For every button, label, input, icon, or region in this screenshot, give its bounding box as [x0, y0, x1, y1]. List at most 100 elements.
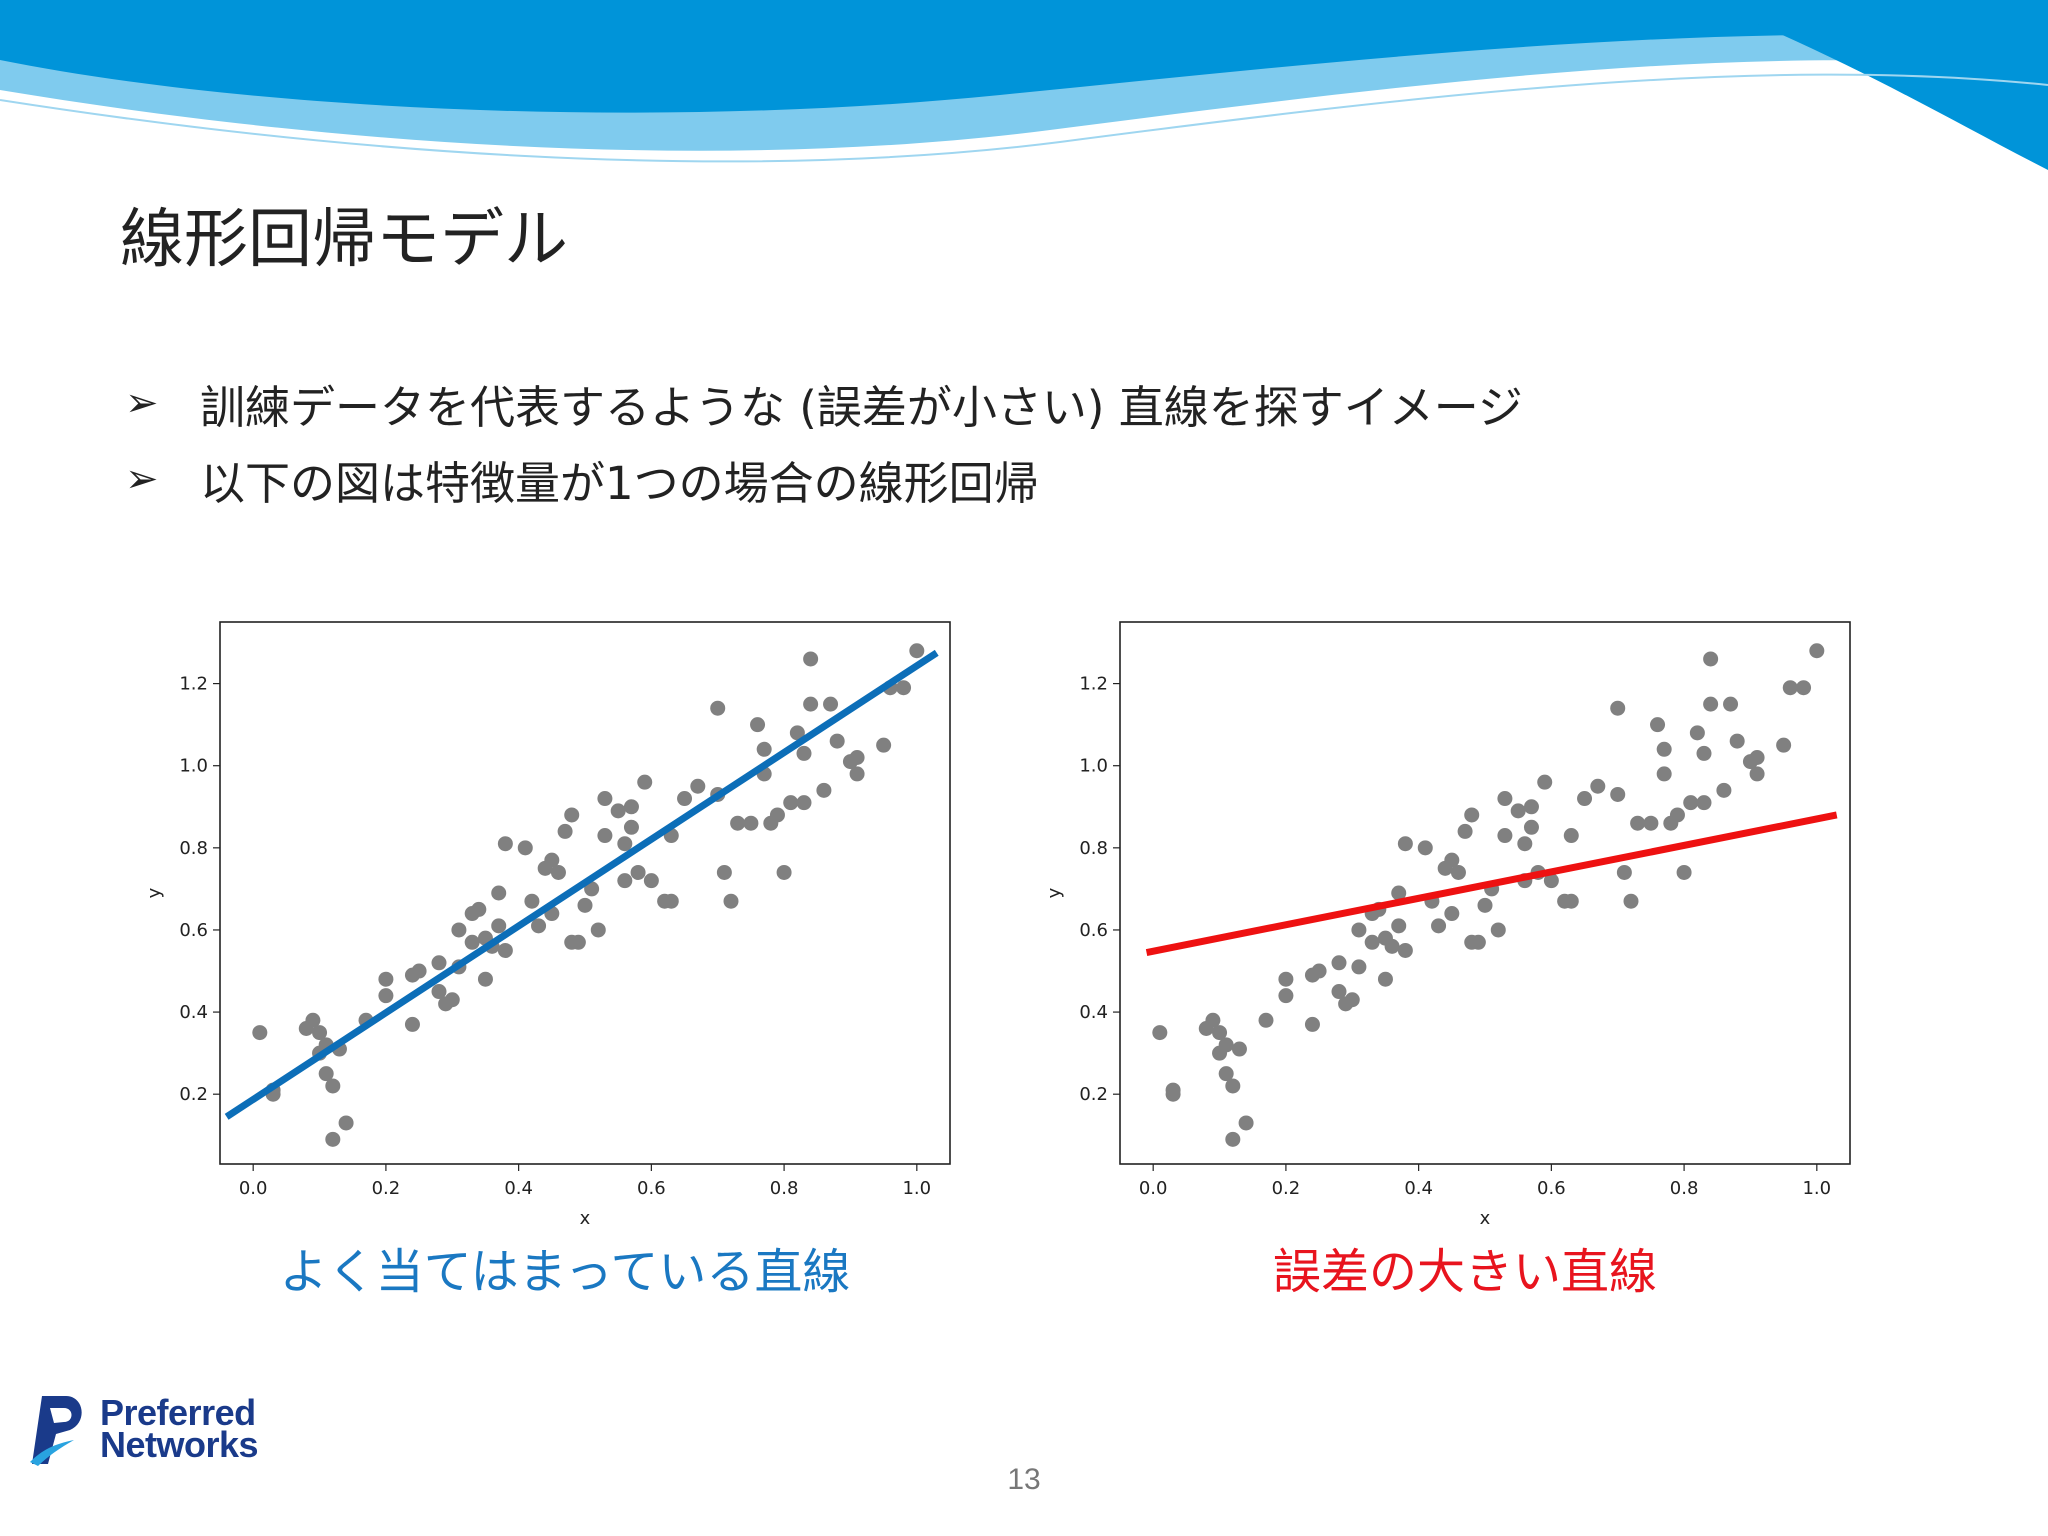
- data-point: [1696, 795, 1712, 811]
- data-point: [491, 885, 507, 901]
- data-point: [1563, 893, 1579, 909]
- data-point: [710, 700, 726, 716]
- x-tick-label: 1.0: [1802, 1178, 1831, 1199]
- data-point: [1610, 700, 1626, 716]
- data-point: [378, 971, 394, 987]
- data-point: [544, 852, 560, 868]
- data-point: [584, 881, 600, 897]
- bullet-arrow-icon: ➢: [125, 380, 159, 426]
- data-point: [1351, 959, 1367, 975]
- data-point: [1517, 836, 1533, 852]
- data-point: [1152, 1025, 1168, 1041]
- data-point: [1304, 1016, 1320, 1032]
- bullet-item: ➢ 以下の図は特徴量が1つの場合の線形回帰: [125, 441, 1523, 517]
- data-point: [643, 873, 659, 889]
- bullet-arrow-icon: ➢: [125, 456, 159, 502]
- data-point: [597, 828, 613, 844]
- data-point: [1610, 786, 1626, 802]
- data-point: [849, 750, 865, 765]
- data-point: [378, 988, 394, 1004]
- data-point: [1643, 815, 1659, 831]
- data-point: [557, 823, 573, 839]
- data-point: [1218, 1066, 1234, 1082]
- data-point: [1331, 984, 1347, 1000]
- data-point: [590, 922, 606, 938]
- x-tick-label: 0.4: [504, 1178, 533, 1199]
- wave-dark-band: [0, 0, 2048, 113]
- data-point: [491, 918, 507, 934]
- data-point: [318, 1066, 334, 1082]
- data-point: [1391, 918, 1407, 934]
- x-tick-label: 0.2: [372, 1178, 401, 1199]
- data-point: [1623, 893, 1639, 909]
- data-point: [803, 696, 819, 712]
- x-tick-label: 0.0: [239, 1178, 268, 1199]
- data-point: [524, 893, 540, 909]
- data-point: [783, 795, 799, 811]
- data-point: [1165, 1086, 1181, 1102]
- data-point: [876, 737, 892, 753]
- data-point: [338, 1115, 354, 1131]
- data-point: [325, 1131, 341, 1147]
- data-point: [1650, 717, 1666, 733]
- data-point: [610, 803, 626, 819]
- data-point: [1656, 766, 1672, 782]
- data-point: [1523, 799, 1539, 815]
- page-number: 13: [1007, 1463, 1041, 1496]
- regression-line: [224, 649, 939, 1120]
- data-point: [1331, 955, 1347, 971]
- bullet-text: 訓練データを代表するような (誤差が小さい) 直線を探すイメージ: [200, 380, 1523, 434]
- data-point: [1683, 795, 1699, 811]
- data-point: [1450, 864, 1466, 880]
- chart-good-fit: 0.0 0.2 0.4 0.6 0.8 1.0 0.2 0.4 0.6 0.8 1.0 1.2 x y: [140, 600, 990, 1240]
- data-point: [1796, 680, 1812, 696]
- y-tick-label: 0.2: [1079, 1084, 1108, 1105]
- data-point: [1444, 906, 1460, 922]
- regression-line: [1145, 811, 1838, 956]
- data-point: [816, 782, 832, 798]
- x-tick-label: 0.8: [1670, 1178, 1699, 1199]
- data-point: [1630, 815, 1646, 831]
- plot-frame: [219, 621, 951, 1165]
- y-tick-label: 0.6: [1079, 920, 1108, 941]
- data-point: [464, 934, 480, 950]
- data-point: [1477, 897, 1493, 913]
- scatter-points: [1152, 643, 1825, 1147]
- data-point: [756, 741, 772, 757]
- data-point: [305, 1012, 321, 1028]
- data-point: [750, 717, 766, 733]
- chart-bad-fit-svg: 0.0 0.2 0.4 0.6 0.8 1.0 0.2 0.4 0.6 0.8 1.0 1.2 x y: [1044, 621, 1851, 1229]
- x-tick-label: 0.2: [1272, 1178, 1301, 1199]
- data-point: [1377, 971, 1393, 987]
- data-point: [896, 680, 912, 696]
- data-point: [1444, 852, 1460, 868]
- data-point: [1716, 782, 1732, 798]
- wave-right-swoosh: [1700, 0, 2048, 170]
- caption-bad-fit: 誤差の大きい直線: [1272, 1244, 1657, 1300]
- data-point: [1278, 988, 1294, 1004]
- data-point: [517, 840, 533, 856]
- data-point: [1212, 1025, 1228, 1041]
- x-tick-label: 0.6: [1537, 1178, 1566, 1199]
- data-point: [1225, 1078, 1241, 1094]
- data-point: [1723, 696, 1739, 712]
- data-point: [617, 873, 633, 889]
- y-tick-label: 1.0: [179, 756, 208, 777]
- data-point: [1397, 836, 1413, 852]
- y-tick-label: 1.2: [1079, 674, 1108, 695]
- data-point: [1225, 1131, 1241, 1147]
- x-tick-label: 0.6: [637, 1178, 666, 1199]
- data-point: [637, 774, 653, 790]
- x-tick-label: 0.0: [1139, 1178, 1168, 1199]
- data-point: [1616, 864, 1632, 880]
- data-point: [1238, 1115, 1254, 1131]
- y-tick-label: 0.8: [179, 838, 208, 859]
- x-tick-label: 0.8: [770, 1178, 799, 1199]
- data-point: [1510, 803, 1526, 819]
- data-point: [597, 791, 613, 807]
- data-point: [730, 815, 746, 831]
- data-point: [617, 836, 633, 852]
- data-point: [411, 963, 427, 979]
- bullet-list: ➢ 訓練データを代表するような (誤差が小さい) 直線を探すイメージ ➢ 以下の…: [125, 365, 1523, 517]
- data-point: [630, 864, 646, 880]
